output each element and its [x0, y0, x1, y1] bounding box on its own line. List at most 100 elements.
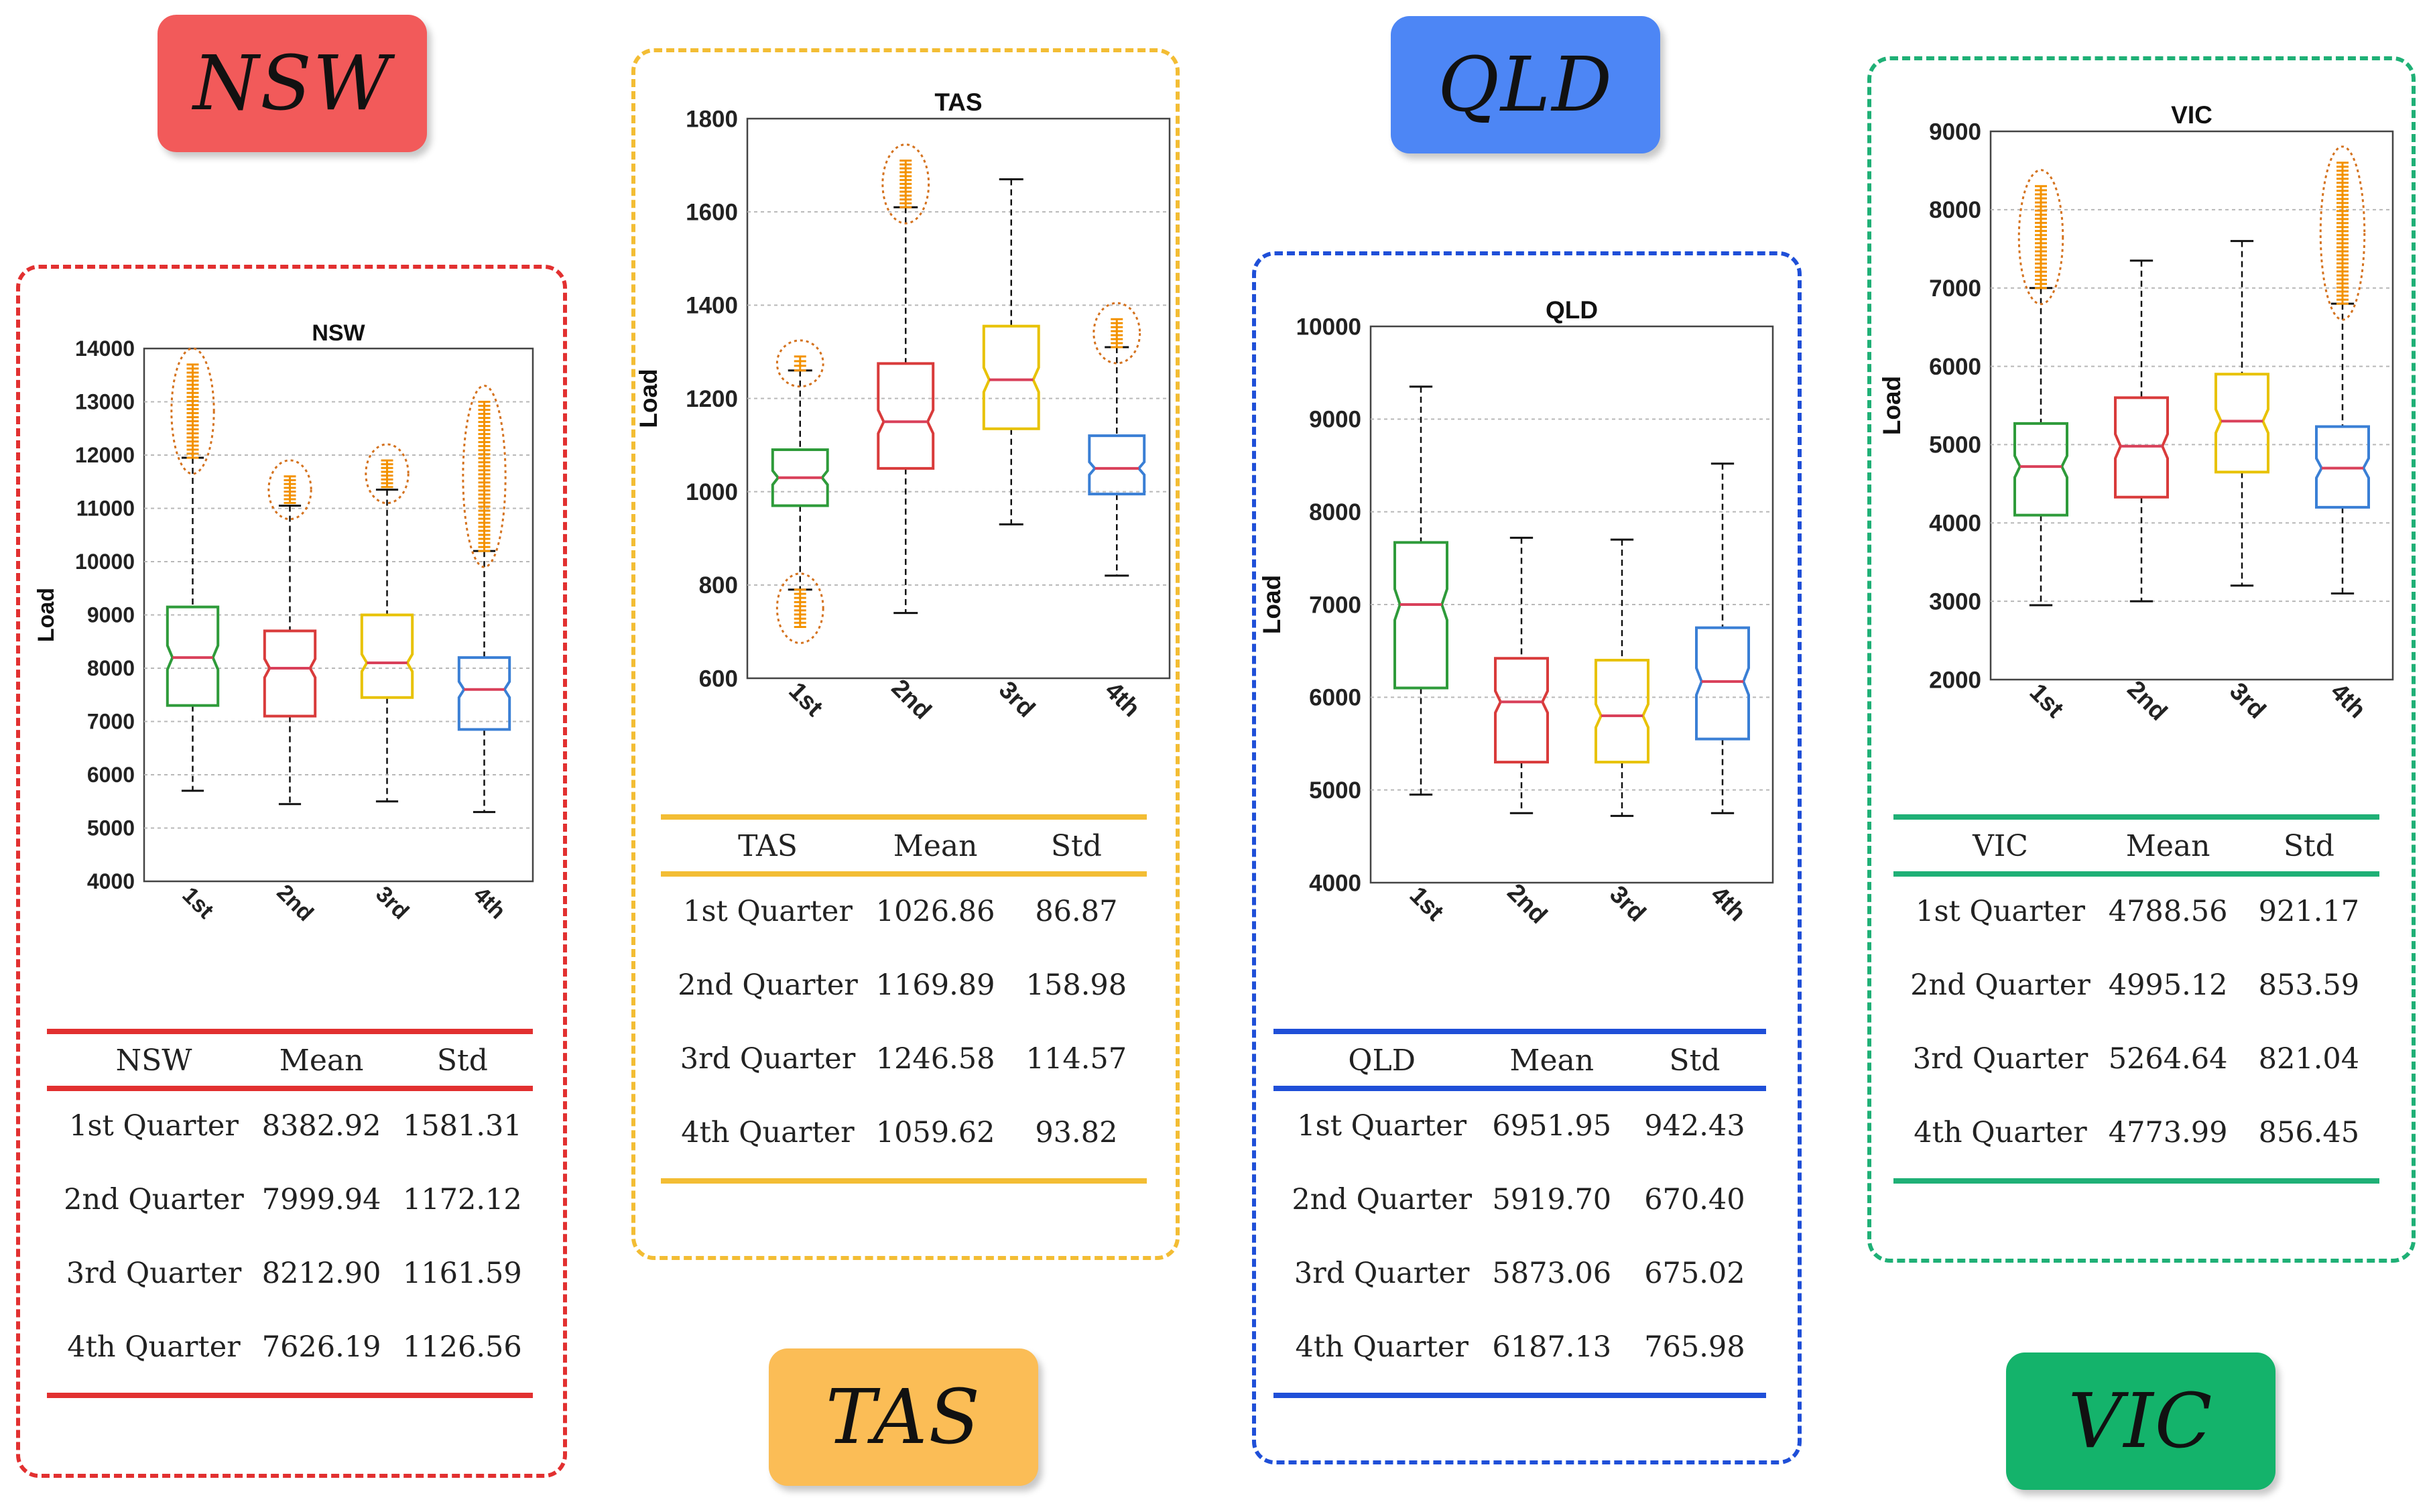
vic-title-text: VIC	[2068, 1377, 2214, 1465]
y-tick-label: 1200	[686, 386, 738, 412]
outlier-ellipse	[2319, 145, 2366, 321]
box-3rd	[1595, 538, 1649, 817]
table-value-cell: 1246.58	[875, 1042, 995, 1076]
nsw-stats-table: NSW Mean Std 1st Quarter 8382.92 1581.31 2nd Q…	[47, 1029, 533, 1404]
y-tick-label: 4000	[1309, 870, 1361, 896]
box-body	[1595, 659, 1649, 764]
table-bottom-rule	[1273, 1393, 1766, 1398]
x-tick-label: 3rd	[994, 676, 1041, 722]
box-3rd	[982, 178, 1040, 525]
x-tick-label: 3rd	[1605, 880, 1651, 927]
outlier-ellipse	[2017, 169, 2064, 306]
y-tick-label: 4000	[87, 869, 135, 893]
outlier-ellipse	[365, 443, 410, 505]
table-header-rule	[1273, 1086, 1766, 1091]
nsw-boxplot: 4000 5000 6000 7000 8000 9000 10000 11000 12000 1…	[34, 320, 534, 926]
table-value-cell: 1161.59	[402, 1257, 522, 1290]
table-value-cell: 1581.31	[402, 1109, 522, 1143]
table-value-cell: 1126.56	[402, 1330, 522, 1364]
table-value-cell: 856.45	[2258, 1116, 2360, 1149]
box-body	[771, 448, 829, 507]
y-tick-label: 7000	[1309, 592, 1361, 618]
table-value-cell: 7999.94	[261, 1183, 381, 1216]
table-bottom-rule	[1893, 1178, 2379, 1184]
table-value-cell: 93.82	[1035, 1116, 1118, 1149]
box-1st	[166, 347, 220, 792]
y-tick-label: 600	[699, 666, 738, 692]
table-value-cell: 5919.70	[1492, 1183, 1612, 1216]
table-value-cell: 765.98	[1644, 1330, 1745, 1364]
table-top-rule	[1273, 1029, 1766, 1034]
y-tick-label: 10000	[75, 550, 135, 574]
box-2nd	[877, 143, 935, 615]
table-value-cell: 1172.12	[402, 1183, 522, 1216]
table-row-label: 1st Quarter	[683, 895, 853, 928]
chart-title: NSW	[312, 320, 365, 346]
nsw-title-badge: NSW	[158, 15, 427, 152]
chart-title: TAS	[934, 88, 982, 116]
table-value-cell: 114.57	[1025, 1042, 1127, 1076]
table-top-rule	[661, 814, 1147, 820]
outlier-ellipse	[462, 385, 507, 568]
x-tick-label: 3rd	[2225, 677, 2271, 724]
table-row-label: 1st Quarter	[1916, 895, 2085, 928]
box-body	[2114, 396, 2169, 499]
table-header-cell: Mean	[2125, 829, 2210, 863]
outlier-ellipse	[775, 339, 824, 388]
table-header-cell: Std	[436, 1044, 488, 1078]
box-4th	[1695, 462, 1750, 814]
chart-title: VIC	[2171, 101, 2212, 129]
table-row-label: 3rd Quarter	[1294, 1257, 1470, 1290]
table-row-label: 3rd Quarter	[66, 1257, 242, 1290]
table-value-cell: 821.04	[2258, 1042, 2360, 1076]
table-row-label: 4th Quarter	[681, 1116, 855, 1149]
y-axis-label: Load	[1258, 575, 1286, 634]
qld-title-badge: QLD	[1391, 16, 1660, 153]
box-body	[457, 656, 511, 731]
table-header-rule	[47, 1086, 533, 1091]
box-body	[2013, 422, 2068, 517]
table-value-cell: 4773.99	[2108, 1116, 2228, 1149]
y-tick-label: 800	[699, 572, 738, 598]
qld-stats-table: QLD Mean Std 1st Quarter 6951.95 942.43 2nd Qu…	[1273, 1029, 1766, 1404]
table-header-cell: Mean	[1509, 1044, 1595, 1078]
table-value-cell: 158.98	[1025, 968, 1127, 1002]
table-value-cell: 853.59	[2258, 968, 2360, 1002]
box-4th	[2315, 145, 2370, 594]
table-value-cell: 1026.86	[875, 895, 995, 928]
y-tick-label: 6000	[87, 763, 135, 787]
box-body	[982, 324, 1040, 430]
table-value-cell: 6187.13	[1492, 1330, 1612, 1364]
table-value-cell: 4788.56	[2108, 895, 2228, 928]
box-body	[2315, 425, 2370, 509]
y-axis-label: Load	[635, 369, 662, 428]
box-3rd	[2214, 240, 2269, 587]
y-tick-label: 9000	[1309, 407, 1361, 433]
x-tick-label: 4th	[1100, 676, 1145, 722]
y-tick-label: 9000	[1929, 119, 1981, 145]
x-tick-label: 2nd	[1502, 878, 1553, 929]
box-2nd	[2114, 259, 2169, 603]
x-tick-label: 4th	[1706, 881, 1751, 926]
outlier-ellipse	[170, 347, 215, 475]
table-row-label: 2nd Quarter	[1292, 1183, 1473, 1216]
table-header-cell: Mean	[279, 1044, 364, 1078]
box-body	[1088, 434, 1146, 496]
box-2nd	[1494, 536, 1549, 814]
y-tick-label: 5000	[87, 816, 135, 840]
box-body	[263, 629, 317, 718]
tas-title-badge: TAS	[769, 1348, 1038, 1486]
table-value-cell: 5873.06	[1492, 1257, 1612, 1290]
vic-panel	[1867, 56, 2416, 1263]
outlier-ellipse	[775, 572, 824, 644]
box-body	[360, 613, 414, 699]
y-tick-label: 6000	[1309, 685, 1361, 711]
outlier-ellipse	[1093, 302, 1141, 365]
qld-boxplot: 4000 5000 6000 7000 8000 9000 10000 QLD Load 1st 2…	[1258, 296, 1774, 929]
table-header-cell: NSW	[115, 1044, 192, 1078]
box-1st	[771, 339, 829, 644]
y-tick-label: 9000	[87, 603, 135, 627]
table-row-label: 1st Quarter	[69, 1109, 239, 1143]
y-tick-label: 13000	[75, 390, 135, 414]
box-body	[1393, 541, 1448, 690]
